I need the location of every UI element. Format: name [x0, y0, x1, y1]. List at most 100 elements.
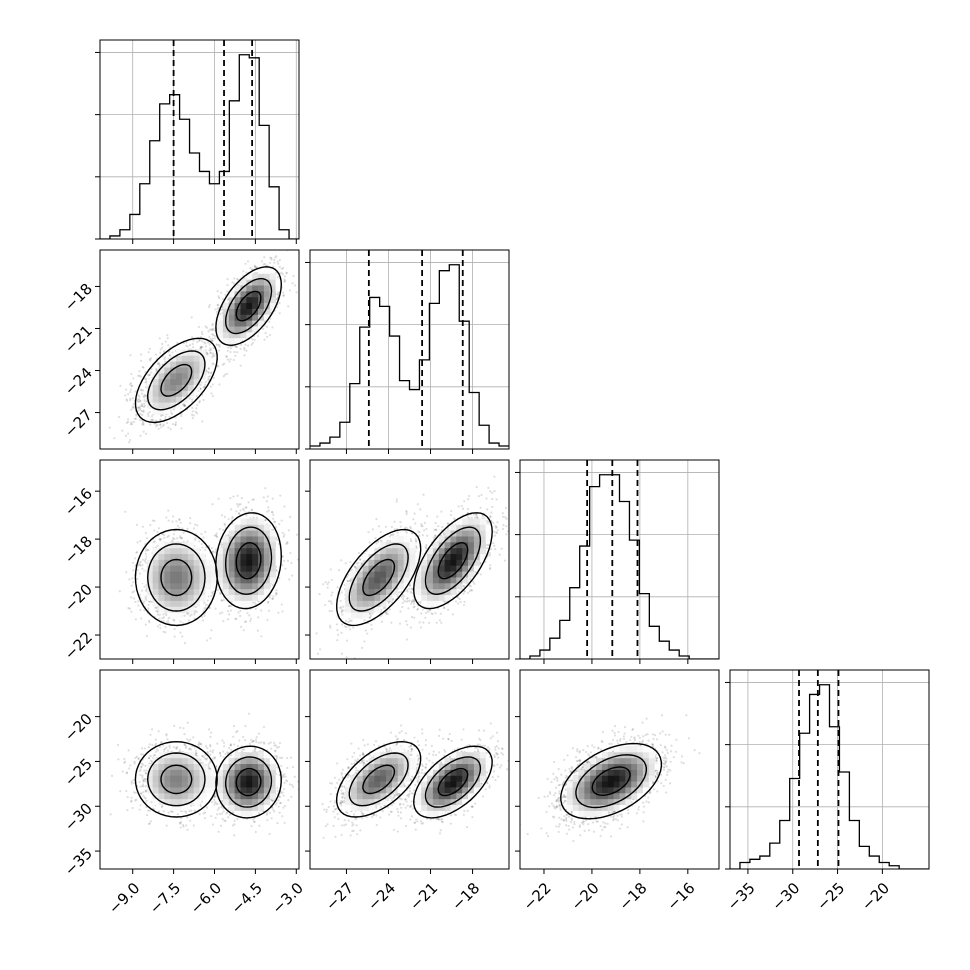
- scatter-point: [149, 423, 152, 426]
- scatter-point: [275, 255, 278, 258]
- scatter-point: [202, 398, 205, 402]
- scatter-point: [152, 419, 155, 422]
- density-cell: [152, 408, 159, 415]
- density-cell: [187, 361, 195, 368]
- scatter-point: [173, 635, 176, 638]
- scatter-point: [278, 302, 281, 305]
- scatter-point: [211, 394, 214, 398]
- scatter-point: [207, 377, 210, 381]
- scatter-point: [226, 283, 229, 287]
- scatter-point: [153, 519, 156, 522]
- scatter-point: [229, 497, 232, 500]
- scatter-point: [172, 408, 176, 411]
- scatter-point: [143, 402, 146, 405]
- scatter-point: [139, 412, 142, 416]
- scatter-point: [126, 420, 130, 424]
- scatter-point: [158, 623, 161, 626]
- scatter-point: [211, 352, 214, 355]
- scatter-point: [265, 335, 269, 338]
- density-cell: [222, 308, 230, 315]
- density-cell: [170, 384, 177, 391]
- scatter-point: [165, 516, 168, 519]
- contour-line: [134, 337, 218, 424]
- density-cell: [181, 367, 189, 374]
- scatter-point: [130, 596, 133, 599]
- scatter-point: [190, 316, 193, 319]
- density-cell: [146, 390, 154, 397]
- scatter-point: [167, 357, 170, 360]
- scatter-point: [228, 605, 231, 608]
- contour-line: [160, 363, 193, 397]
- scatter-point: [144, 623, 147, 626]
- scatter-point: [286, 542, 289, 545]
- scatter-point: [161, 342, 164, 345]
- scatter-point: [216, 588, 220, 592]
- scatter-point: [128, 441, 131, 444]
- scatter-point: [183, 614, 186, 617]
- scatter-point: [182, 531, 185, 534]
- scatter-point: [210, 392, 213, 395]
- scatter-point: [186, 345, 189, 348]
- density-cell: [170, 396, 177, 403]
- scatter-point: [191, 336, 194, 339]
- scatter-point: [135, 523, 138, 526]
- scatter-point: [196, 404, 199, 407]
- scatter-point: [226, 358, 229, 361]
- scatter-point: [156, 606, 159, 609]
- scatter-point: [282, 294, 285, 297]
- density-cell: [258, 279, 265, 286]
- scatter-point: [138, 395, 141, 398]
- scatter-point: [124, 510, 127, 513]
- density-cell: [246, 331, 253, 339]
- scatter-point: [234, 354, 237, 357]
- scatter-point: [150, 418, 153, 422]
- scatter-point: [209, 385, 213, 388]
- scatter-point: [139, 434, 142, 437]
- scatter-point: [255, 516, 258, 520]
- scatter-point: [133, 417, 136, 420]
- density-cell: [246, 273, 253, 280]
- scatter-point: [144, 381, 147, 384]
- scatter-point: [130, 372, 133, 376]
- scatter-point: [250, 268, 254, 271]
- scatter-point: [166, 421, 169, 425]
- density-cell: [158, 367, 165, 374]
- scatter-point: [209, 338, 212, 341]
- scatter-point: [260, 635, 263, 638]
- density-cell: [146, 378, 154, 386]
- scatter-point: [203, 614, 206, 617]
- scatter-point: [268, 261, 272, 264]
- scatter-point: [139, 564, 142, 567]
- density-cell: [258, 320, 265, 327]
- scatter-point: [172, 536, 175, 540]
- scatter-point: [174, 421, 178, 424]
- scatter-point: [272, 513, 275, 516]
- scatter-point: [209, 347, 212, 350]
- scatter-point: [244, 262, 247, 265]
- scatter-point: [184, 642, 187, 645]
- scatter-point: [174, 423, 177, 427]
- scatter-point: [171, 351, 174, 354]
- scatter-point: [253, 264, 256, 267]
- scatter-point: [263, 338, 266, 341]
- density-cell: [240, 290, 247, 298]
- scatter-point: [226, 372, 229, 376]
- scatter-point: [239, 364, 242, 367]
- scatter-point: [163, 536, 166, 539]
- density-cell: [269, 302, 276, 309]
- scatter-point: [283, 279, 287, 282]
- scatter-point: [179, 631, 182, 634]
- density-cell: [164, 384, 171, 391]
- scatter-point: [243, 620, 247, 623]
- scatter-point: [162, 630, 165, 633]
- scatter-point: [278, 522, 281, 526]
- density-cell: [240, 320, 247, 327]
- scatter-point: [192, 339, 195, 342]
- scatter-point: [189, 517, 192, 520]
- scatter-point: [108, 426, 111, 429]
- scatter-point: [231, 515, 234, 519]
- density-cell: [176, 355, 183, 362]
- scatter-point: [274, 256, 277, 259]
- density-cell: [176, 367, 183, 374]
- scatter-point: [217, 349, 221, 352]
